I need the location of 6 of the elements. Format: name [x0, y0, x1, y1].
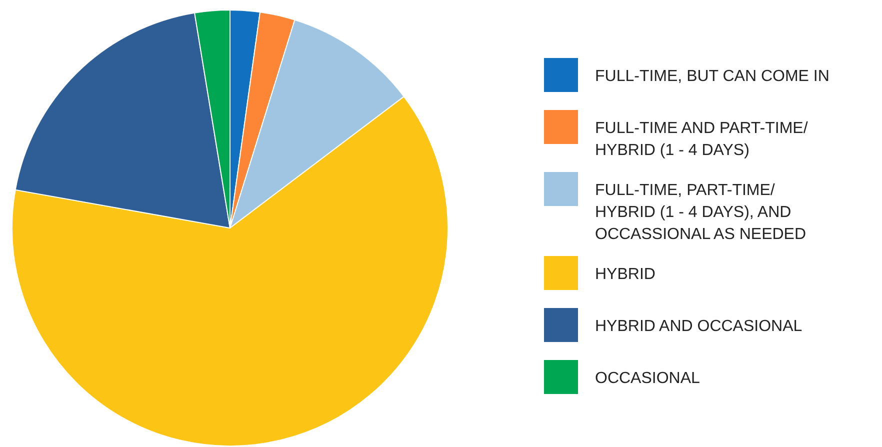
legend-label: OCCASIONAL [595, 370, 700, 387]
legend-label: HYBRID [595, 266, 656, 283]
legend-label: FULL-TIME AND PART-TIME/ HYBRID (1 - 4 DAYS) [595, 120, 808, 159]
legend-label: FULL-TIME, BUT CAN COME IN [595, 68, 830, 85]
legend-label: FULL-TIME, PART-TIME/ HYBRID (1 - 4 DAYS), AND OCCASSIONAL AS NEEDED [595, 182, 806, 243]
legend-label: HYBRID AND OCCASIONAL [595, 318, 802, 335]
